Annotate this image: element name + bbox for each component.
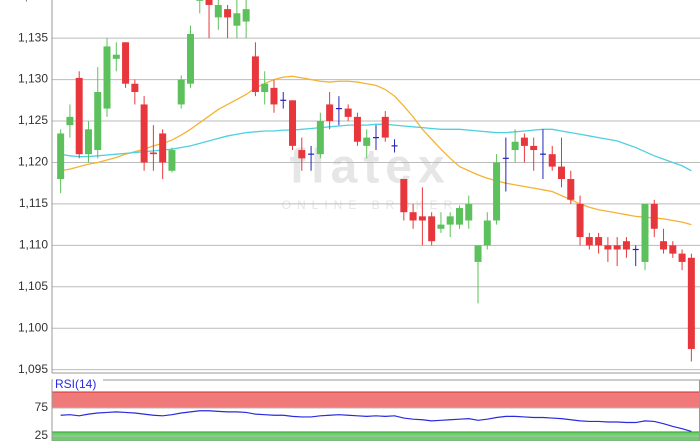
candle-body — [168, 150, 176, 171]
candle-body — [576, 203, 584, 238]
candle-body — [622, 241, 630, 250]
y-tick-label: 1,115 — [19, 196, 48, 210]
candle-body — [474, 245, 482, 262]
y-tick-label: 1,135 — [18, 30, 48, 44]
y-tick-label: 1,140 — [18, 0, 48, 3]
candle-body — [409, 212, 417, 221]
candle-body — [669, 245, 677, 254]
y-tick-label: 1,100 — [18, 320, 48, 334]
candle-body — [511, 141, 519, 151]
candle-body — [585, 237, 593, 246]
y-tick-label: 1,125 — [18, 113, 48, 127]
candle-body — [381, 116, 389, 138]
title-bg — [53, 379, 103, 391]
candle-body — [455, 208, 463, 225]
candle-body — [595, 237, 603, 246]
oversold-band — [51, 431, 700, 441]
candle-body — [660, 241, 668, 250]
rsi-line — [60, 410, 692, 433]
candle-body — [205, 0, 213, 5]
candle-body — [103, 46, 111, 109]
candle-body — [604, 245, 612, 250]
candle-body — [437, 224, 445, 229]
overbought-band — [51, 391, 700, 409]
candle-body — [520, 137, 528, 146]
panel-title: RSI(14) — [55, 377, 96, 391]
watermark: flatex — [289, 141, 450, 194]
y-tick-label: 1,120 — [18, 155, 48, 169]
candle-body — [493, 162, 501, 221]
candle-body — [678, 253, 686, 262]
candle-body — [159, 133, 167, 163]
candle-body — [214, 4, 222, 18]
y-tick-label: 25 — [35, 428, 49, 441]
candle-body — [613, 245, 621, 250]
candle-body — [289, 100, 297, 146]
candle-body — [112, 54, 120, 59]
candle-body — [567, 179, 575, 200]
candle-body — [131, 83, 139, 93]
candle-body — [57, 133, 65, 180]
candle-body — [186, 33, 194, 84]
candle-body — [428, 216, 436, 242]
candle-body — [261, 83, 269, 93]
candle-body — [316, 121, 324, 155]
candle-body — [84, 129, 92, 155]
candle-body — [530, 145, 538, 151]
candle-body — [94, 92, 102, 151]
candle-body — [122, 42, 130, 84]
candle-body — [548, 154, 556, 167]
candle-body — [66, 116, 74, 126]
candle-body — [298, 150, 306, 159]
watermark-sub: ONLINE BROKER — [282, 198, 459, 212]
candle-body — [558, 166, 566, 180]
candle-body — [465, 203, 473, 221]
y-tick-label: 1,095 — [18, 362, 48, 376]
candle-body — [400, 179, 408, 213]
candle-body — [687, 257, 695, 349]
candle-body — [224, 9, 232, 18]
y-tick-label: 75 — [35, 400, 49, 414]
candle-body — [446, 216, 454, 225]
candle-body — [149, 152, 157, 155]
candle-body — [483, 220, 491, 246]
y-tick-label: 1,105 — [18, 279, 48, 293]
candle-body — [650, 203, 658, 229]
y-tick-label: 1,110 — [19, 238, 48, 252]
candle-body — [270, 87, 278, 105]
candle-body — [353, 116, 361, 142]
candle-body — [242, 9, 250, 22]
candle-body — [251, 56, 259, 93]
candle-body — [75, 77, 83, 155]
y-tick-label: 1,130 — [18, 72, 48, 86]
candle-body — [641, 203, 649, 262]
candle-body — [233, 13, 241, 26]
candle-body — [140, 104, 148, 163]
candle-body — [326, 104, 334, 122]
candle-body — [363, 137, 371, 146]
candle-body — [418, 216, 426, 221]
candle-body — [177, 79, 185, 105]
candle-body — [344, 108, 352, 117]
candle-body — [196, 0, 204, 1]
